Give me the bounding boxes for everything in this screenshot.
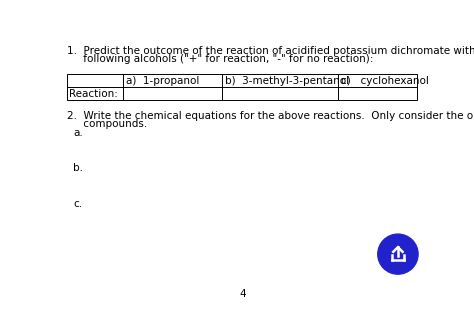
Text: Reaction:: Reaction: <box>69 89 118 99</box>
Text: compounds.: compounds. <box>67 119 147 129</box>
Text: b.: b. <box>73 163 83 173</box>
Text: following alcohols ("+" for reaction, "-" for no reaction):: following alcohols ("+" for reaction, "-… <box>67 54 374 64</box>
Text: 1.  Predict the outcome of the reaction of acidified potassium dichromate with t: 1. Predict the outcome of the reaction o… <box>67 46 474 56</box>
Text: c.: c. <box>73 199 82 209</box>
Text: a.: a. <box>73 128 83 138</box>
Circle shape <box>378 234 418 274</box>
Text: 4: 4 <box>240 289 246 299</box>
Text: a)  1-propanol: a) 1-propanol <box>126 75 199 86</box>
Text: 2.  Write the chemical equations for the above reactions.  Only consider the org: 2. Write the chemical equations for the … <box>67 111 474 121</box>
Bar <box>67 74 417 100</box>
Text: c)   cyclohexanol: c) cyclohexanol <box>341 75 429 86</box>
Text: b)  3-methyl-3-pentanol: b) 3-methyl-3-pentanol <box>225 75 349 86</box>
